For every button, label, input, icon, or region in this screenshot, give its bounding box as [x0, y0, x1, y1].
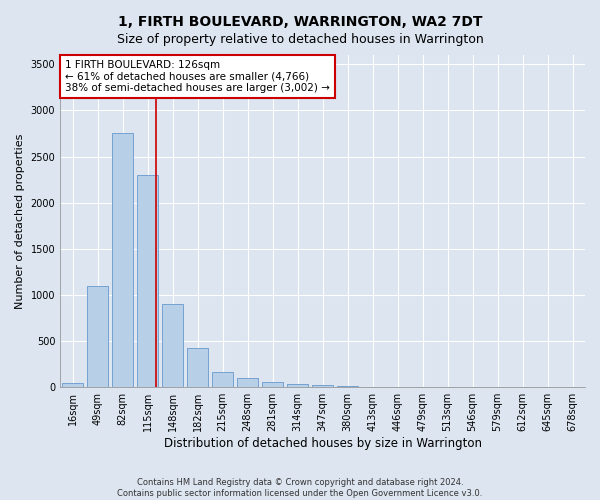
Text: 1, FIRTH BOULEVARD, WARRINGTON, WA2 7DT: 1, FIRTH BOULEVARD, WARRINGTON, WA2 7DT — [118, 15, 482, 29]
Bar — [287, 384, 308, 387]
Bar — [212, 372, 233, 387]
Bar — [87, 286, 108, 387]
Text: 1 FIRTH BOULEVARD: 126sqm
← 61% of detached houses are smaller (4,766)
38% of se: 1 FIRTH BOULEVARD: 126sqm ← 61% of detac… — [65, 60, 330, 93]
Bar — [62, 382, 83, 387]
Bar — [237, 378, 258, 387]
Bar — [137, 175, 158, 387]
Y-axis label: Number of detached properties: Number of detached properties — [15, 134, 25, 309]
Text: Size of property relative to detached houses in Warrington: Size of property relative to detached ho… — [116, 32, 484, 46]
X-axis label: Distribution of detached houses by size in Warrington: Distribution of detached houses by size … — [164, 437, 482, 450]
Bar — [162, 304, 183, 387]
Bar — [112, 134, 133, 387]
Bar — [337, 386, 358, 387]
Text: Contains HM Land Registry data © Crown copyright and database right 2024.
Contai: Contains HM Land Registry data © Crown c… — [118, 478, 482, 498]
Bar — [187, 348, 208, 387]
Bar — [312, 386, 333, 387]
Bar — [262, 382, 283, 387]
